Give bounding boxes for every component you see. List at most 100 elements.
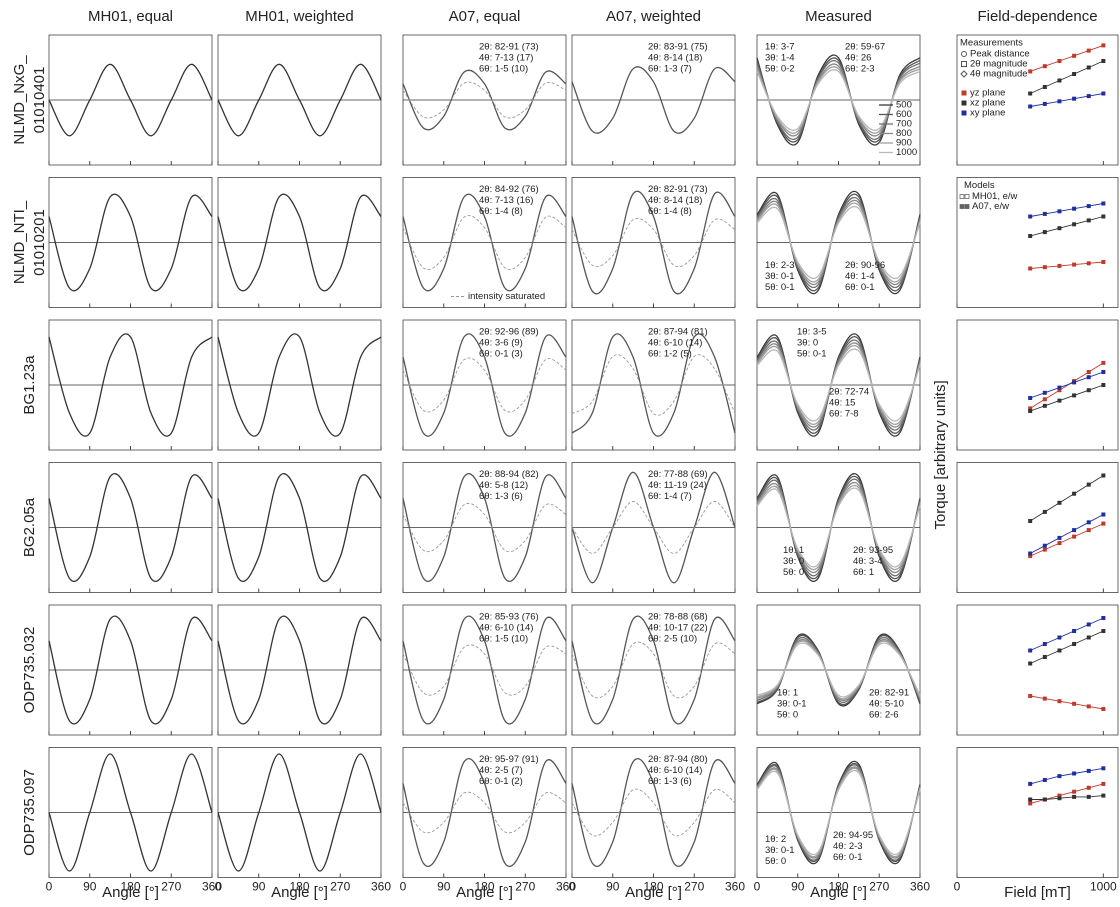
data-point bbox=[1072, 528, 1077, 533]
data-point bbox=[1057, 398, 1062, 403]
column-title: MH01, equal bbox=[88, 8, 173, 25]
data-point bbox=[1072, 393, 1077, 398]
x-tick-label: 270 bbox=[161, 880, 181, 894]
x-tick-label: 0 bbox=[569, 880, 576, 894]
curve bbox=[756, 202, 921, 283]
data-point bbox=[1057, 226, 1062, 231]
x-tick-label: 90 bbox=[606, 880, 620, 894]
data-point bbox=[1042, 696, 1047, 701]
annotation: 2θ: 83-91 (75) bbox=[648, 42, 708, 53]
curve bbox=[48, 753, 213, 872]
curve bbox=[571, 66, 736, 134]
x-axis-label: Angle [°] bbox=[102, 884, 159, 901]
panel-frame bbox=[956, 747, 1119, 878]
legend-marker bbox=[959, 204, 965, 209]
x-tick-label: 270 bbox=[684, 880, 704, 894]
data-point bbox=[1057, 535, 1062, 540]
annotation: 4θ: 5-8 (12) bbox=[479, 480, 528, 491]
annotation: 6θ: 1-2 (5) bbox=[648, 349, 692, 360]
y-axis-label: Torque [arbitrary units] bbox=[932, 380, 949, 529]
data-point bbox=[1101, 473, 1106, 478]
data-point bbox=[1042, 390, 1047, 395]
annotation: 5θ: 0-1 bbox=[765, 282, 795, 293]
data-point bbox=[1086, 794, 1091, 799]
annotation: 4θ: 6-10 (14) bbox=[479, 623, 533, 634]
legend-marker bbox=[959, 194, 965, 199]
annotation: 6θ: 2-6 bbox=[869, 710, 899, 721]
data-point bbox=[1042, 101, 1047, 106]
legend-label: xz plane bbox=[970, 98, 1005, 109]
curve bbox=[48, 615, 213, 725]
data-point bbox=[1057, 388, 1062, 393]
data-point bbox=[1072, 222, 1077, 227]
data-point bbox=[1101, 43, 1106, 48]
column-title: Measured bbox=[805, 8, 872, 25]
x-tick-label: 0 bbox=[754, 880, 761, 894]
x-tick-label: 270 bbox=[330, 880, 350, 894]
x-tick-label: 180 bbox=[643, 880, 663, 894]
legend-label: 500 bbox=[896, 100, 912, 111]
data-point bbox=[1028, 801, 1033, 806]
data-point bbox=[1086, 65, 1091, 70]
curve bbox=[402, 473, 567, 583]
curve bbox=[756, 69, 921, 131]
data-point bbox=[1042, 211, 1047, 216]
data-point bbox=[1028, 406, 1033, 411]
data-point bbox=[1086, 94, 1091, 99]
curve bbox=[402, 757, 567, 868]
curve bbox=[48, 473, 213, 583]
annotation: 4θ: 6-10 (14) bbox=[648, 765, 702, 776]
data-point bbox=[1086, 704, 1091, 709]
annotation: 6θ: 7-8 bbox=[829, 409, 859, 420]
row-label: 01010201 bbox=[31, 209, 48, 276]
legend-marker bbox=[960, 70, 968, 78]
trend-line bbox=[1029, 514, 1104, 554]
row-label: 01010401 bbox=[31, 67, 48, 134]
annotation: 4θ: 2-3 bbox=[833, 841, 863, 852]
annotation: 3θ: 0 bbox=[797, 338, 818, 349]
row-label: NLMD_NTI_ bbox=[11, 200, 28, 284]
annotation: 4θ: 1-4 bbox=[845, 271, 875, 282]
data-point bbox=[1101, 512, 1106, 517]
x-tick-label: 360 bbox=[202, 880, 222, 894]
legend-label: 1000 bbox=[896, 147, 917, 158]
trend-line bbox=[1030, 216, 1104, 237]
trend-line bbox=[1030, 203, 1104, 217]
curve bbox=[571, 471, 736, 584]
curve bbox=[571, 757, 736, 868]
annotation: 6θ: 1-4 (7) bbox=[648, 491, 692, 502]
annotation: 5θ: 0-2 bbox=[765, 64, 795, 75]
annotation: 2θ: 92-96 (89) bbox=[479, 327, 539, 338]
data-point bbox=[1072, 629, 1077, 633]
annotation: 4θ: 2-5 (7) bbox=[479, 765, 523, 776]
annotation: 4θ: 8-14 (18) bbox=[648, 195, 702, 206]
curve bbox=[571, 217, 736, 268]
curve bbox=[402, 333, 567, 437]
x-axis-label: Angle [°] bbox=[625, 884, 682, 901]
panel-frame bbox=[956, 319, 1119, 451]
data-point bbox=[1072, 771, 1077, 776]
data-point bbox=[1028, 266, 1033, 271]
annotation: 3θ: 0 bbox=[783, 556, 804, 567]
x-tick-label: 0 bbox=[46, 880, 53, 894]
annotation: 2θ: 87-94 (81) bbox=[648, 327, 708, 338]
x-tick-label: 180 bbox=[828, 880, 848, 894]
data-point bbox=[1028, 396, 1033, 400]
annotation: 6θ: 0-1 bbox=[833, 852, 863, 863]
data-point bbox=[1072, 491, 1077, 496]
data-point bbox=[1086, 204, 1091, 209]
data-point bbox=[1028, 648, 1033, 653]
x-tick-label: 270 bbox=[515, 880, 535, 894]
annotation: 6θ: 0-1 (2) bbox=[479, 776, 523, 787]
annotation: 4θ: 5-10 bbox=[869, 699, 904, 710]
data-point bbox=[1057, 796, 1062, 801]
annotation: 2θ: 72-74 bbox=[829, 387, 869, 398]
annotation: 6θ: 0-1 (3) bbox=[479, 349, 523, 360]
curve bbox=[571, 501, 736, 554]
legend-label: yz plane bbox=[970, 88, 1005, 99]
x-tick-label: 360 bbox=[725, 880, 745, 894]
trend-line bbox=[1030, 371, 1104, 399]
annotation: 2θ: 82-91 (73) bbox=[648, 184, 708, 195]
data-point bbox=[1057, 263, 1062, 268]
